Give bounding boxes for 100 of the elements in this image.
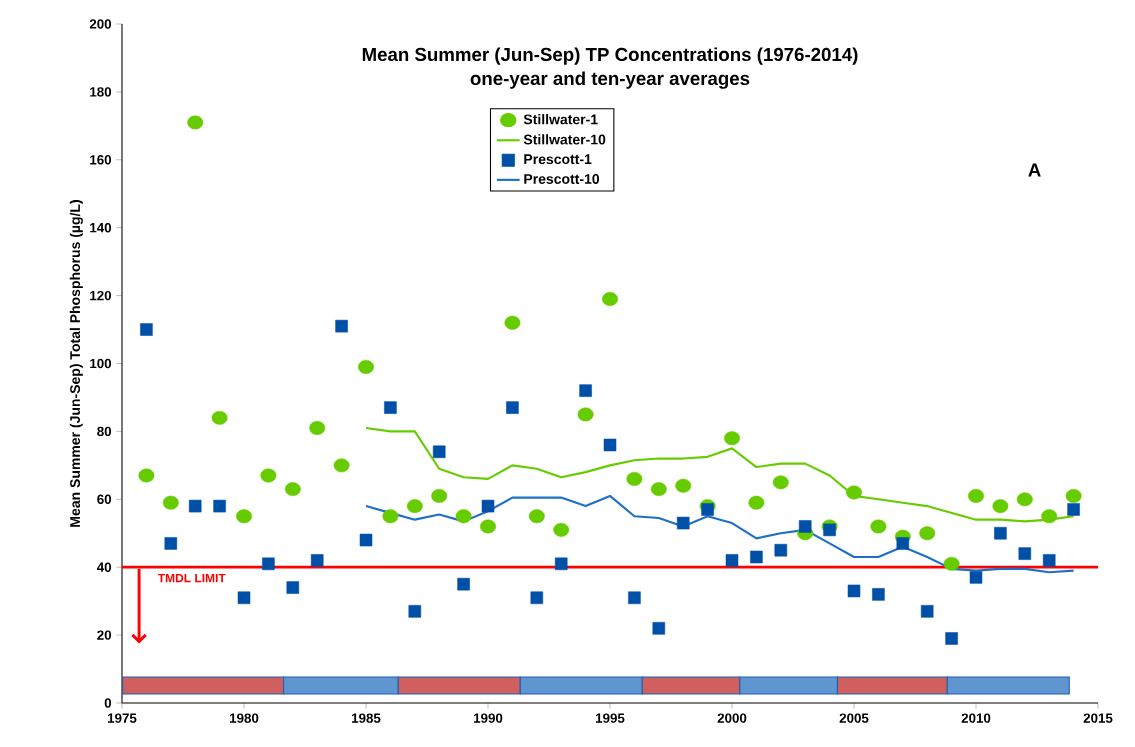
y-tick-label: 80 [97, 426, 112, 437]
point [847, 584, 861, 598]
y-tick-label: 0 [104, 698, 112, 708]
point [286, 581, 300, 594]
point [1041, 509, 1058, 524]
x-tick-label: 1980 [230, 713, 259, 723]
point [724, 431, 740, 446]
annotation: A [1028, 163, 1041, 177]
point [553, 522, 570, 537]
point [943, 556, 960, 571]
x-tick-label: 2015 [1083, 713, 1113, 723]
point [164, 537, 178, 550]
point [896, 537, 910, 550]
point [919, 526, 936, 541]
point [504, 315, 521, 330]
point [748, 495, 765, 510]
point [1067, 503, 1080, 516]
point [382, 509, 399, 524]
x-tick-label: 1985 [352, 713, 381, 723]
point [1016, 492, 1033, 507]
y-tick-label: 180 [90, 87, 112, 97]
point [772, 475, 789, 490]
point [969, 571, 983, 584]
x-tick-label: 1995 [596, 713, 625, 723]
point [530, 591, 544, 605]
point [406, 499, 423, 514]
point [603, 438, 617, 452]
point [333, 458, 350, 473]
point [798, 520, 812, 533]
x-tick-label: 1975 [108, 713, 137, 723]
point [359, 533, 373, 547]
point [528, 509, 545, 524]
point [1042, 554, 1056, 567]
point [1065, 488, 1082, 503]
point [262, 557, 275, 571]
point [284, 482, 301, 497]
point [211, 410, 228, 425]
point [140, 323, 153, 336]
x-tick-label: 1990 [474, 713, 503, 723]
point [870, 519, 887, 534]
legend-label: Stillwater-10 [523, 134, 606, 145]
x-tick-label: 2005 [839, 713, 869, 723]
y-axis-title: Mean Summer (Jun-Sep) Total Phosphorus (µg/L) [69, 200, 83, 527]
point [701, 503, 714, 516]
point [431, 488, 448, 503]
point [650, 482, 667, 497]
point [554, 557, 568, 571]
point [506, 401, 519, 414]
ref-line-label: TMDL LIMIT [157, 573, 226, 583]
point [260, 468, 277, 483]
point [138, 468, 155, 483]
point [725, 554, 739, 567]
text: one-year and ten-year averages [470, 71, 750, 89]
point [872, 588, 885, 601]
point [187, 115, 204, 130]
point [994, 526, 1007, 540]
point [652, 622, 666, 635]
y-tick-label: 100 [90, 358, 112, 369]
point [335, 319, 348, 333]
y-tick-label: 120 [90, 290, 112, 301]
point [481, 499, 495, 513]
point [213, 499, 226, 513]
legend-label: Prescott-1 [524, 154, 592, 165]
point [237, 591, 251, 605]
point [626, 471, 643, 486]
x-tick-label: 2000 [717, 713, 747, 723]
point [358, 359, 374, 374]
y-tick-label: 20 [97, 630, 112, 640]
point [577, 407, 594, 422]
point [384, 401, 397, 414]
x-tick-label: 2010 [961, 713, 991, 723]
point [162, 495, 179, 510]
point [579, 384, 592, 397]
point [992, 499, 1009, 514]
point [750, 550, 763, 564]
y-tick-label: 140 [90, 222, 112, 233]
point [432, 445, 446, 459]
y-tick-label: 40 [96, 562, 112, 572]
point [408, 605, 422, 618]
point [188, 499, 202, 513]
text: Mean Summer (Jun-Sep) TP Concentrations (1976-2014) [362, 47, 858, 65]
point [602, 292, 618, 306]
point [455, 509, 472, 524]
point [480, 519, 496, 534]
legend-label: Stillwater-1 [523, 114, 598, 125]
point [945, 632, 958, 645]
y-tick-label: 200 [89, 19, 112, 29]
point [968, 488, 984, 503]
y-tick-label: 60 [97, 494, 112, 505]
point [236, 509, 252, 524]
point [310, 554, 324, 567]
y-tick-label: 160 [90, 155, 112, 165]
point [823, 523, 836, 537]
legend-label: Prescott-10 [524, 173, 600, 184]
point [676, 516, 690, 530]
point [628, 591, 641, 605]
point [774, 543, 788, 557]
point [846, 485, 862, 500]
point [675, 478, 692, 493]
point [309, 421, 326, 435]
